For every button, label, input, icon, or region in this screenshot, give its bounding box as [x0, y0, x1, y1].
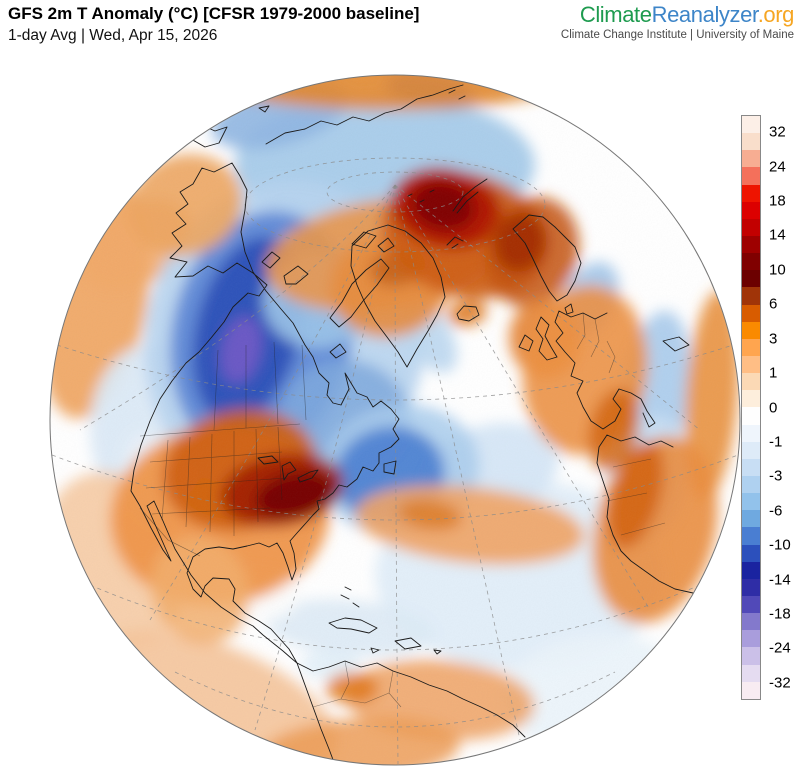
coastline-north-america	[130, 162, 400, 664]
coastline-newfoundland	[383, 460, 397, 475]
colorbar-segment-27	[742, 578, 760, 596]
colorbar-segment-33	[742, 681, 760, 699]
page-title: GFS 2m T Anomaly (°C) [CFSR 1979-2000 ba…	[8, 4, 420, 23]
coastline-south-america	[296, 660, 526, 765]
border-europe	[576, 312, 616, 374]
colorbar-tick--10: -10	[769, 536, 791, 554]
colorbar-segment-25	[742, 544, 760, 562]
colorbar-tick--6: -6	[769, 502, 783, 520]
colorbar-tick-6: 6	[769, 295, 778, 313]
border-africa	[606, 458, 666, 536]
colorbar-tick--32: -32	[769, 674, 791, 692]
colorbar-tick--14: -14	[769, 571, 791, 589]
coastline-arctic-archipelago	[261, 231, 395, 359]
colorbar-segment-21	[742, 475, 760, 494]
colorbar-segment-18	[742, 424, 760, 442]
colorbar-segment-16	[742, 390, 760, 408]
coastline-iceland	[456, 305, 480, 322]
border-us-states	[139, 426, 287, 557]
colorbar-segment-19	[742, 441, 760, 459]
colorbar-tick--18: -18	[769, 605, 791, 623]
colorbar-segment-23	[742, 510, 760, 528]
logo-part-org: .org	[757, 2, 795, 27]
logo-part-reanalyzer: Reanalyzer	[651, 2, 758, 27]
colorbar-segment-9	[742, 270, 760, 288]
texture-overlay	[50, 75, 740, 765]
logo-part-climate: Climate	[579, 2, 652, 27]
border-us-canada	[139, 423, 301, 437]
colorbar-segment-20	[742, 458, 760, 476]
colorbar-segment-22	[742, 493, 760, 511]
colorbar-segment-32	[742, 664, 760, 682]
coastline-greenland	[350, 224, 446, 368]
temperature-colorbar: 32 24 18 14 10 6 3 1 0 -1 -3 -6 -10 -14 -18 -24 -32	[741, 115, 791, 700]
site-logo-tagline: Climate Change Institute | University of…	[560, 29, 794, 41]
colorbar-segment-12	[742, 321, 760, 339]
colorbar-tick-14: 14	[769, 226, 786, 244]
colorbar-segment-1	[742, 133, 760, 151]
border-canada-provinces	[213, 341, 307, 431]
colorbar-segment-30	[742, 630, 760, 648]
colorbar-segment-7	[742, 235, 760, 254]
colorbar-tick-10: 10	[769, 261, 786, 279]
colorbar-segment-5	[742, 201, 760, 219]
colorbar-tick-18: 18	[769, 192, 786, 210]
site-logo[interactable]: ClimateReanalyzer.org Climate Change Ins…	[560, 2, 795, 42]
colorbar-tick--1: -1	[769, 433, 783, 451]
coastline-caribbean-islands	[328, 586, 442, 655]
colorbar-segment-24	[742, 527, 760, 545]
colorbar-segment-6	[742, 218, 760, 236]
colorbar-segment-4	[742, 184, 760, 202]
colorbar-segment-31	[742, 647, 760, 665]
border-south-america	[312, 660, 402, 708]
colorbar-segment-8	[742, 253, 760, 271]
political-borders	[139, 312, 666, 708]
colorbar-segment-26	[742, 561, 760, 579]
colorbar-segment-29	[742, 613, 760, 631]
colorbar-segment-15	[742, 373, 760, 391]
coastline-british-isles	[518, 316, 558, 361]
colorbar-segment-10	[742, 287, 760, 305]
colorbar-segment-13	[742, 338, 760, 356]
colorbar-segment-14	[742, 355, 760, 374]
colorbar-segment-17	[742, 407, 760, 425]
coastline-great-lakes	[257, 455, 319, 483]
page-subtitle: 1-day Avg | Wed, Apr 15, 2026	[8, 27, 218, 44]
colorbar-tick-32: 32	[769, 123, 786, 141]
colorbar-segment-2	[742, 150, 760, 168]
coastline-africa	[596, 434, 712, 594]
colorbar-segment-28	[742, 595, 760, 614]
colorbar-segment-0	[742, 116, 760, 134]
colorbar-segment-11	[742, 304, 760, 322]
colorbar-tick-0: 0	[769, 399, 778, 416]
globe-limb	[49, 74, 741, 766]
graticule	[51, 157, 739, 765]
colorbar-tick--24: -24	[769, 639, 791, 657]
colorbar-tick-3: 3	[769, 330, 778, 348]
colorbar-segment-3	[742, 167, 760, 185]
coastline-arctic-islands-eurasia	[407, 89, 488, 249]
colorbar-tick-1: 1	[769, 364, 778, 382]
coastline-scandinavia	[512, 214, 582, 315]
colorbar-tick--3: -3	[769, 467, 783, 485]
colorbar-tick-24: 24	[769, 158, 786, 176]
colorbar-strip	[741, 115, 761, 700]
site-logo-wordmark[interactable]: ClimateReanalyzer.org	[561, 2, 795, 27]
